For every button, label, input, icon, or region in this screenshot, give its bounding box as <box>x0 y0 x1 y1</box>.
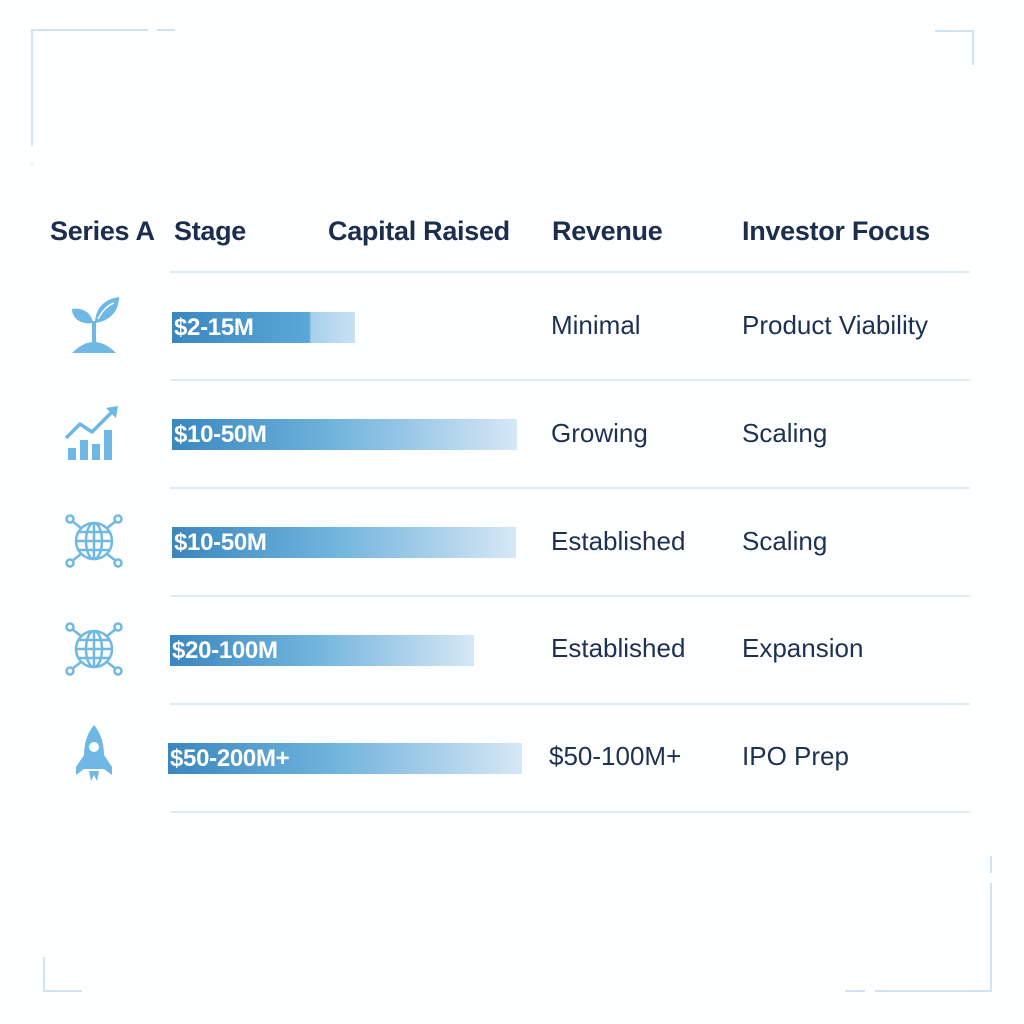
row-divider <box>170 811 970 813</box>
investor-focus-cell: Scaling <box>742 418 828 448</box>
investor-focus-cell: Scaling <box>742 526 828 556</box>
capital-value: $2-15M <box>174 314 254 341</box>
frame-gap <box>865 986 875 992</box>
row-divider <box>170 487 970 489</box>
revenue-cell: $50-100M+ <box>549 741 682 771</box>
globe-network-icon <box>65 514 123 568</box>
frame-gap <box>31 146 33 164</box>
growth-chart-icon <box>64 406 118 460</box>
row-divider <box>170 703 970 705</box>
capital-bar: $20-100M <box>170 635 474 666</box>
investor-focus-cell: Product Viability <box>742 310 928 340</box>
revenue-cell: Established <box>551 526 686 556</box>
rocket-icon <box>76 725 112 781</box>
seedling-icon <box>72 297 119 353</box>
row-divider <box>170 379 970 381</box>
capital-bar: $10-50M <box>172 419 517 450</box>
revenue-cell: Minimal <box>551 310 641 340</box>
header-capital-raised: Capital Raised <box>328 216 510 246</box>
revenue-cell: Growing <box>551 418 648 448</box>
header-revenue: Revenue <box>552 216 663 246</box>
globe-network-icon <box>65 622 123 676</box>
row-divider <box>170 595 970 597</box>
investor-focus-cell: Expansion <box>742 633 864 663</box>
revenue-cell: Established <box>551 633 686 663</box>
frame-dash <box>157 29 175 31</box>
frame-gap <box>988 873 994 883</box>
investor-focus-cell: IPO Prep <box>742 741 849 771</box>
frame-corner-top-right <box>935 30 974 65</box>
header-investor-focus: Investor Focus <box>742 216 930 246</box>
header-series-a: Series A <box>50 216 155 246</box>
header-stage: Stage <box>174 216 247 246</box>
frame-corner-bottom-right <box>845 856 992 992</box>
frame-corner-bottom-left <box>43 957 82 992</box>
capital-value: $10-50M <box>174 529 267 556</box>
capital-bar: $2-15M <box>172 312 355 343</box>
frame-corner-top-left <box>31 29 148 165</box>
header-divider <box>170 271 970 273</box>
capital-value: $50-200M+ <box>170 745 290 772</box>
capital-value: $20-100M <box>172 637 278 664</box>
capital-value: $10-50M <box>174 421 267 448</box>
capital-bar: $10-50M <box>172 527 516 558</box>
capital-bar: $50-200M+ <box>168 743 522 774</box>
